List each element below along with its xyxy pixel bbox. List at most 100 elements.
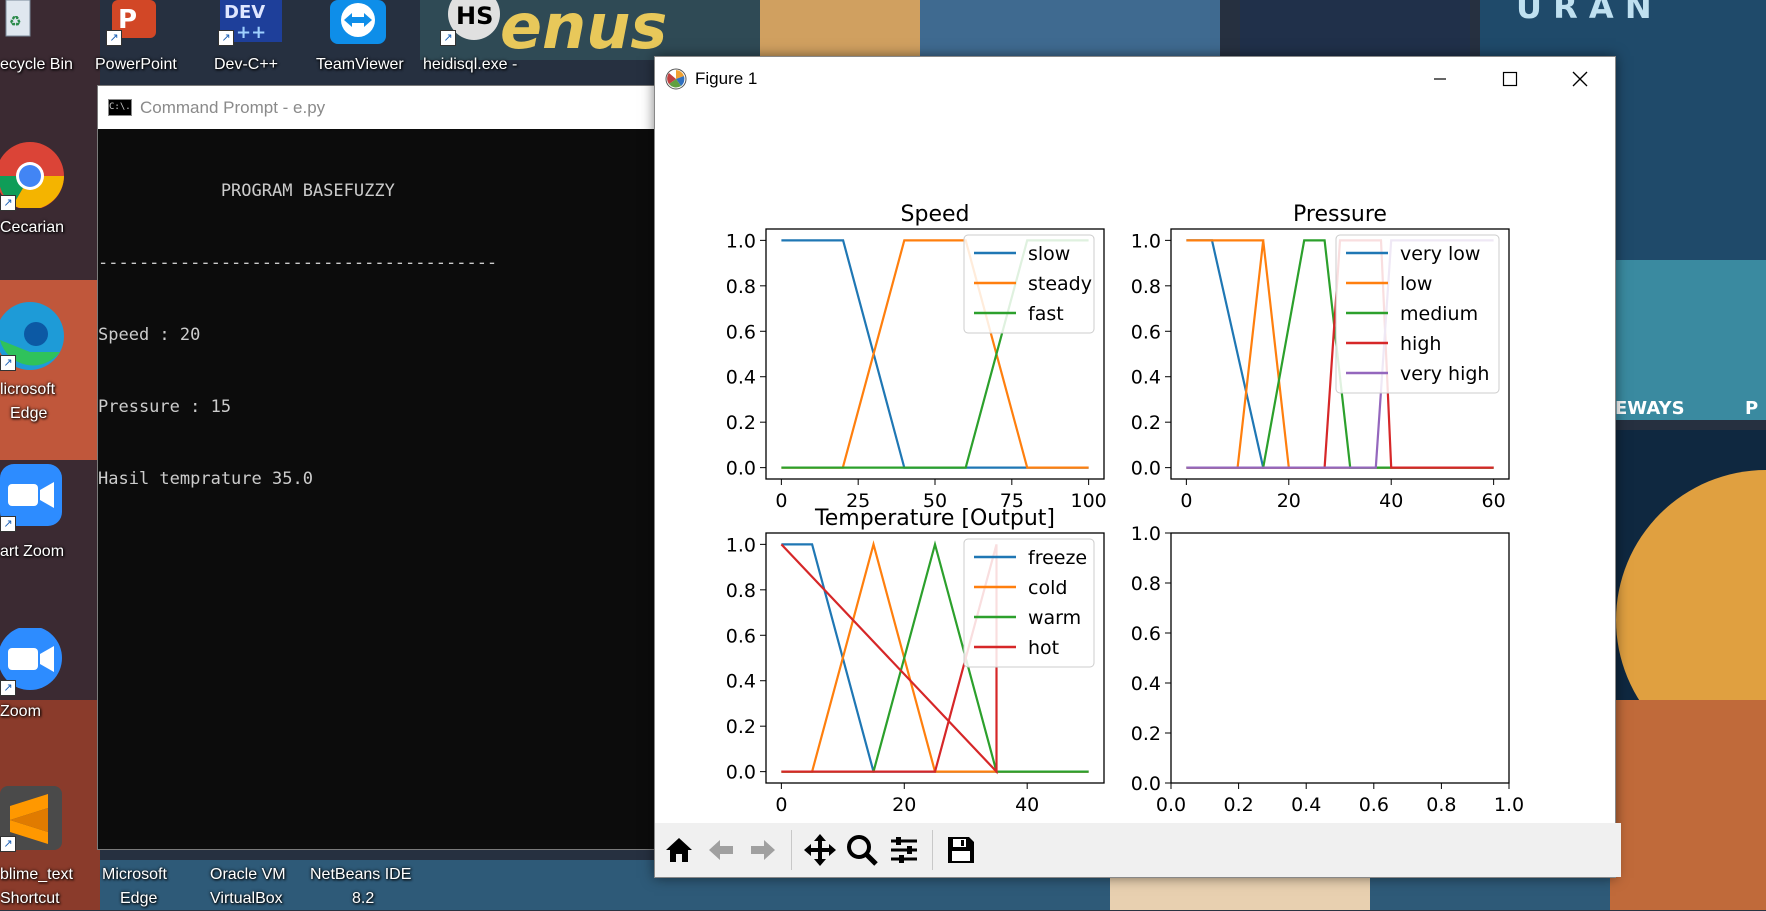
teamviewer-label[interactable]: TeamViewer	[316, 56, 404, 73]
configure-subplots-button[interactable]	[886, 830, 922, 870]
y-tick-label: 0.8	[726, 580, 756, 602]
y-tick-label: 0.0	[726, 762, 756, 784]
p-poster-text: P	[1745, 398, 1758, 419]
shortcut-arrow-icon: ↗	[106, 30, 122, 46]
microsoft-edge-label[interactable]: licrosoft	[0, 381, 56, 398]
dev-cpp-label[interactable]: Dev-C++	[214, 56, 279, 73]
y-tick-label: 0.4	[1131, 367, 1161, 389]
pan-button[interactable]	[802, 830, 838, 870]
cecarian-label[interactable]: Cecarian	[0, 219, 65, 236]
svg-text:♻: ♻	[9, 14, 22, 30]
maximize-button[interactable]	[1475, 57, 1545, 101]
x-tick-label: 0	[775, 490, 787, 512]
svg-text:DEV: DEV	[224, 2, 265, 23]
sublime-text-label-2[interactable]: Shortcut	[0, 890, 60, 907]
command-prompt-titlebar[interactable]: C:\. Command Prompt - e.py	[98, 86, 656, 129]
legend-box	[1335, 234, 1500, 394]
heidisql-label[interactable]: heidisql.exe -	[423, 56, 518, 73]
console-line: Pressure : 15	[98, 397, 232, 417]
subplot-3: 0 20 40 0.0 0.2 0.4 0.6 0.8 1.0 Temperature [Outp…	[726, 506, 1105, 816]
microsoft-edge-bottom-label-2[interactable]: Edge	[120, 890, 158, 907]
legend-label: freeze	[1028, 547, 1087, 569]
oracle-vm-label[interactable]: Oracle VM	[210, 866, 286, 883]
back-button[interactable]	[703, 830, 739, 870]
x-tick-label: 0.8	[1426, 794, 1456, 816]
heidisql-icon[interactable]: HS	[438, 0, 508, 44]
y-tick-label: 1.0	[1131, 230, 1161, 252]
figure-toolbar	[655, 823, 1621, 877]
oracle-vm-label-2[interactable]: VirtualBox	[210, 890, 283, 907]
toolbar-separator	[791, 830, 792, 870]
microsoft-edge-bottom-label[interactable]: Microsoft	[102, 866, 167, 883]
subplot-title: Speed	[901, 202, 970, 227]
figure-titlebar[interactable]: Figure 1	[655, 57, 1615, 101]
shortcut-arrow-icon: ↗	[0, 516, 16, 532]
toolbar-separator	[932, 830, 933, 870]
legend-label: low	[1400, 273, 1432, 295]
chrome-icon[interactable]	[0, 138, 70, 210]
y-tick-label: 0.4	[1131, 673, 1161, 695]
powerpoint-icon[interactable]: P	[104, 0, 174, 44]
x-tick-label: 20	[1277, 490, 1301, 512]
command-prompt-console[interactable]: PROGRAM BASEFUZZY ----------------------…	[98, 129, 656, 539]
close-button[interactable]	[1545, 57, 1615, 101]
recycle-bin-label[interactable]: ecycle Bin	[0, 56, 73, 73]
x-tick-label: 20	[892, 794, 916, 816]
y-tick-label: 0.6	[1131, 623, 1161, 645]
recycle-bin-icon[interactable]: ♻	[0, 0, 60, 44]
start-zoom-icon[interactable]	[0, 464, 70, 534]
netbeans-label-2[interactable]: 8.2	[352, 890, 375, 907]
zoom-label[interactable]: Zoom	[0, 703, 41, 720]
shortcut-arrow-icon: ↗	[0, 836, 16, 852]
command-prompt-title: Command Prompt - e.py	[140, 97, 326, 117]
back-arrow-icon	[709, 840, 733, 860]
powerpoint-label[interactable]: PowerPoint	[95, 56, 177, 73]
gateways-poster-text: EWAYS	[1615, 398, 1685, 419]
zoom-icon[interactable]	[0, 626, 70, 698]
minimize-icon	[1434, 78, 1446, 80]
console-line: PROGRAM BASEFUZZY	[98, 181, 395, 201]
zoom-button[interactable]	[844, 830, 880, 870]
figure-canvas[interactable]: 0 25 50 75 100 0.0 0.2 0.4 0.6 0.8 1.0 Speed slow ste…	[655, 101, 1615, 821]
legend: freeze cold warm hot	[963, 538, 1095, 668]
svg-text:++: ++	[236, 22, 266, 43]
subplot-title: Temperature [Output]	[814, 506, 1055, 531]
sublime-text-label[interactable]: blime_text	[0, 866, 73, 883]
sublime-text-icon[interactable]	[0, 786, 70, 856]
legend-box	[963, 234, 1095, 334]
y-tick-label: 0.2	[1131, 723, 1161, 745]
teamviewer-icon[interactable]	[326, 0, 396, 44]
x-tick-label: 1.0	[1494, 794, 1524, 816]
shortcut-arrow-icon: ↗	[0, 195, 16, 211]
save-button[interactable]	[943, 830, 979, 870]
axes-frame	[1170, 228, 1510, 480]
home-icon	[666, 838, 692, 862]
shortcut-arrow-icon: ↗	[218, 30, 234, 46]
dev-cpp-icon[interactable]: DEV ++	[216, 0, 286, 44]
legend-label: fast	[1028, 303, 1064, 325]
figure-window[interactable]: Figure 1 0 25 50 75 100 0.0 0.2 0.4 0.6 0.8 1.0 Spe…	[654, 56, 1621, 878]
netbeans-label[interactable]: NetBeans IDE	[310, 866, 412, 883]
x-tick-label: 0.4	[1291, 794, 1321, 816]
uranus-poster-text: U R A N	[1516, 0, 1652, 26]
legend-label: medium	[1400, 303, 1478, 325]
y-tick-label: 0.2	[726, 716, 756, 738]
legend-label: cold	[1028, 577, 1067, 599]
y-tick-label: 0.0	[1131, 773, 1161, 795]
zoom-magnifier-icon	[847, 835, 878, 866]
minimize-button[interactable]	[1405, 57, 1475, 101]
svg-text:HS: HS	[456, 2, 493, 30]
shortcut-arrow-icon: ↗	[0, 680, 16, 696]
start-zoom-label[interactable]: art Zoom	[0, 543, 65, 560]
venus-poster-text: enus	[500, 0, 667, 63]
legend-label: very low	[1400, 243, 1480, 265]
home-button[interactable]	[661, 830, 697, 870]
configure-subplots-icon	[891, 837, 917, 863]
subplot-title: Pressure	[1293, 202, 1387, 227]
forward-button[interactable]	[745, 830, 781, 870]
axes-frame	[765, 532, 1105, 784]
command-prompt-window[interactable]: C:\. Command Prompt - e.py PROGRAM BASEF…	[97, 85, 657, 850]
microsoft-edge-label-2[interactable]: Edge	[10, 405, 48, 422]
x-tick-label: 25	[846, 490, 870, 512]
y-tick-label: 0.6	[726, 625, 756, 647]
